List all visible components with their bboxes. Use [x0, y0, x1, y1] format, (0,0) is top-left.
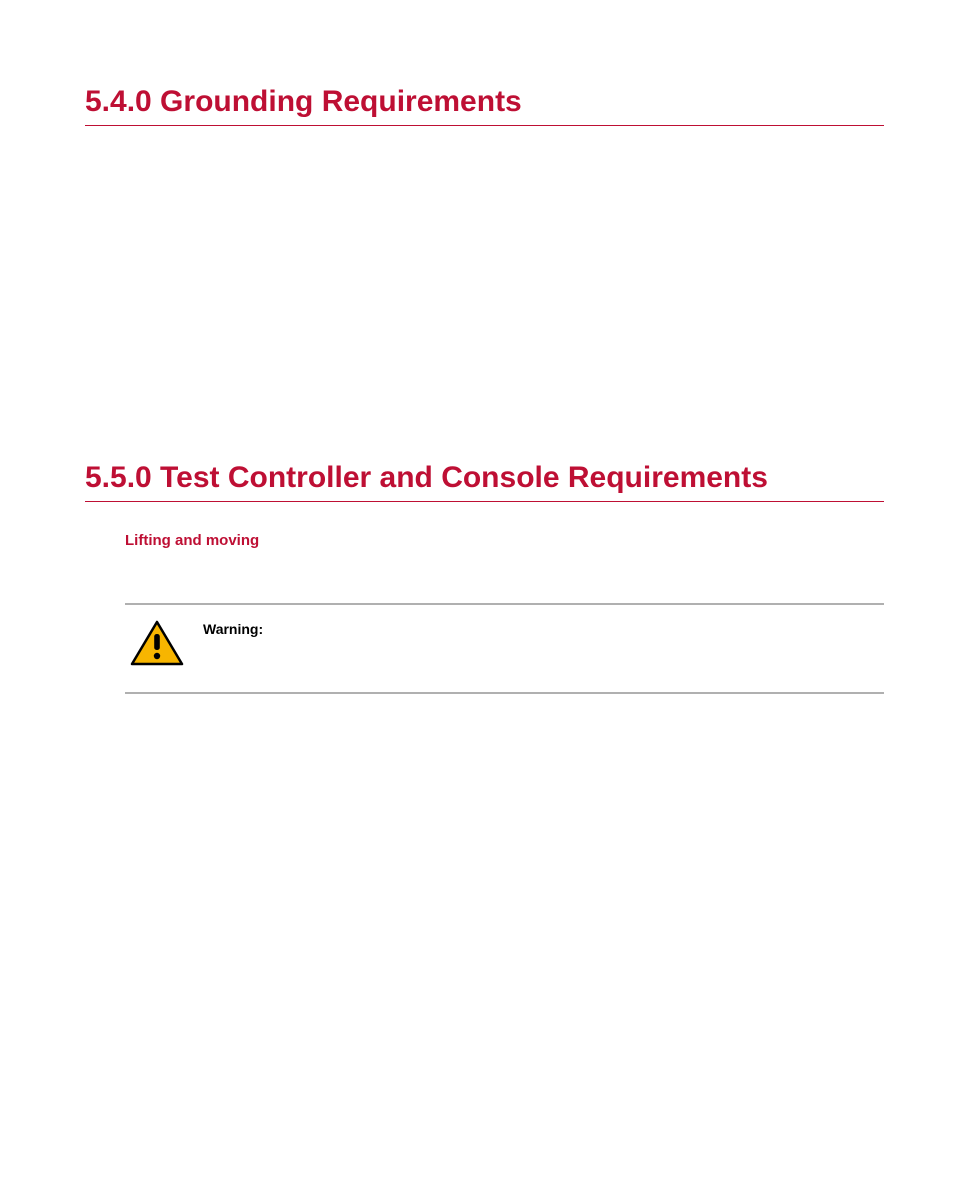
controller-intro: The mass of each component will be detai… — [85, 559, 884, 581]
warning-message: The console is unstable until it is bolt… — [203, 621, 877, 659]
controller-after: Do not attempt to lift the controller or… — [85, 712, 884, 755]
warning-icon — [129, 619, 189, 674]
grounding-para-3: MTS recommends that you ground the test … — [85, 302, 884, 367]
document-page: 5.4.0 Grounding Requirements A heavy-dut… — [0, 0, 954, 947]
warning-label: Warning: — [203, 621, 263, 637]
footer-pub-number: be22-0054-SInst-04 — [89, 875, 186, 887]
heading-rule-controller — [85, 501, 884, 502]
footer-page-ref: Site Requirements 5-7 — [771, 875, 880, 887]
warning-rule-bottom — [125, 692, 884, 694]
grounding-para-1: A heavy-duty earth cable must be connect… — [85, 144, 884, 231]
heading-controller: 5.5.0 Test Controller and Console Requir… — [85, 381, 884, 495]
heading-rule-grounding — [85, 125, 884, 126]
heading-grounding: 5.4.0 Grounding Requirements — [85, 85, 884, 119]
warning-text: Warning: The console is unstable until i… — [189, 619, 880, 662]
warning-block: Warning: The console is unstable until i… — [125, 603, 884, 694]
grounding-para-2: The grounding system must conform with E… — [85, 245, 884, 288]
page-footer: be22-0054-SInst-04 Site Requirements 5-7 — [85, 875, 884, 887]
subheading-lifting: Lifting and moving — [125, 532, 884, 549]
